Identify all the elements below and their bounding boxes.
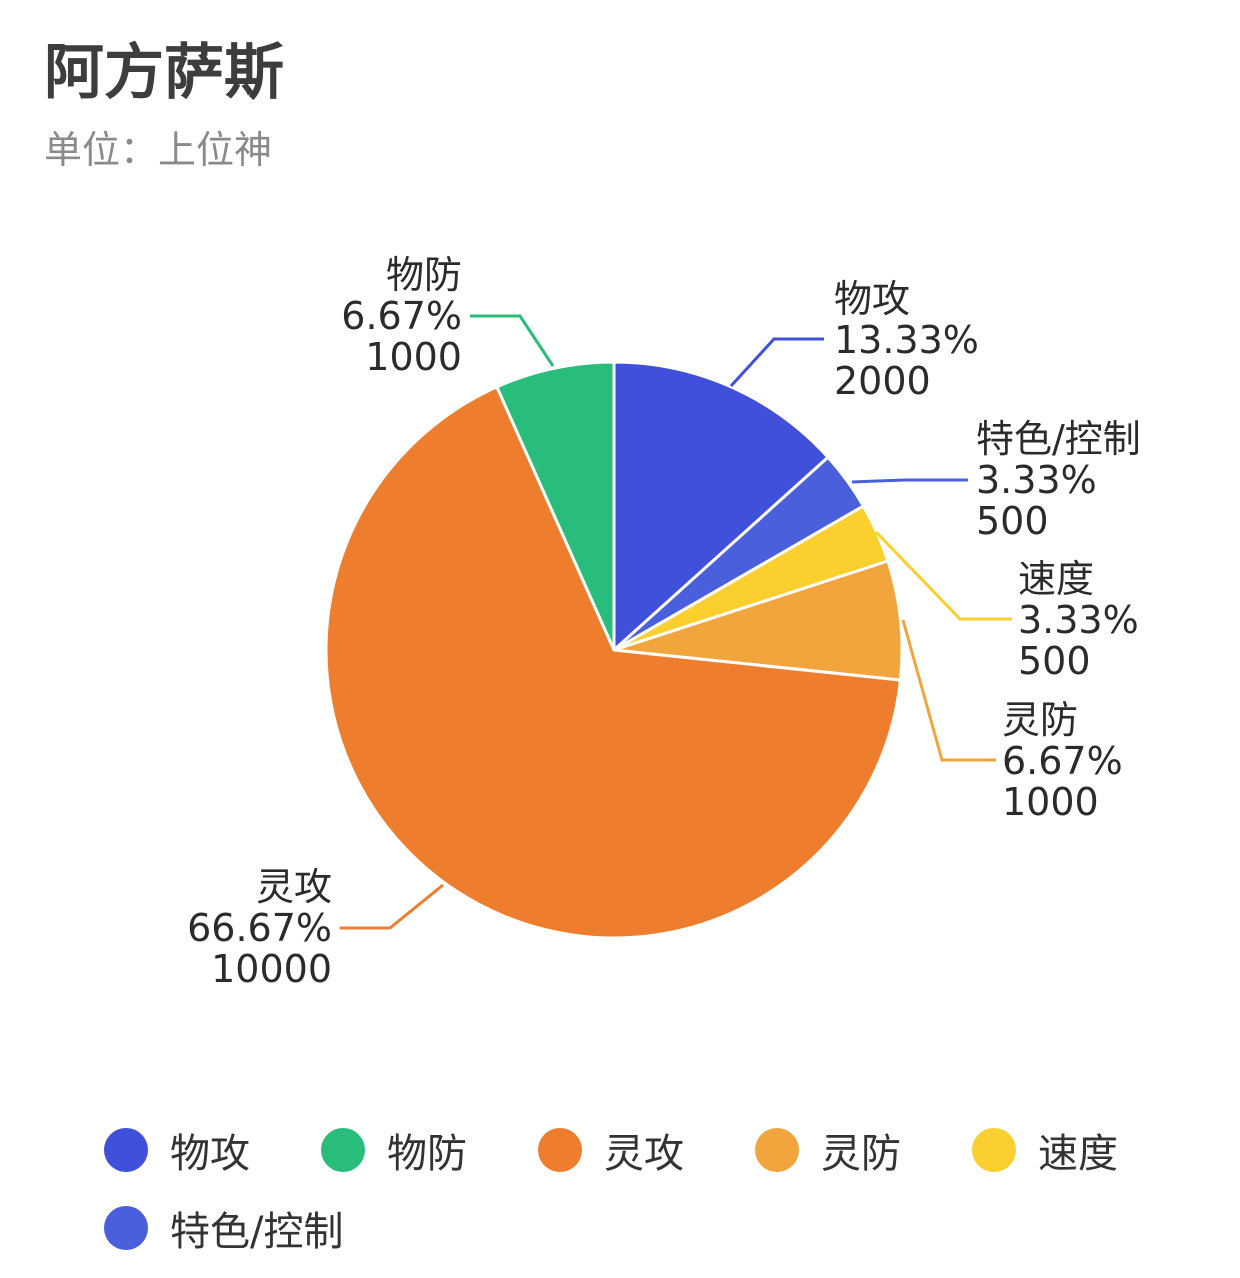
pie-slice[interactable] [495, 360, 616, 652]
leader-line [470, 314, 555, 367]
leader-line [901, 619, 996, 762]
slice-label-percent: 6.67% [341, 294, 462, 338]
leader-line [874, 530, 1012, 621]
pie-slice-labels: 物攻13.33%2000特色/控制3.33%500速度3.33%500灵防6.6… [187, 253, 1141, 991]
legend-item[interactable]: 灵攻 [538, 1122, 755, 1178]
chart-title: 阿方萨斯 [44, 38, 284, 108]
slice-label-percent: 3.33% [976, 458, 1097, 502]
legend-item[interactable]: 特色/控制 [104, 1200, 343, 1256]
legend-item[interactable]: 物攻 [104, 1122, 321, 1178]
slice-label-category: 灵攻 [256, 865, 332, 909]
slice-label-percent: 6.67% [1002, 739, 1123, 783]
slice-label-percent: 66.67% [187, 906, 332, 950]
pie-slice[interactable] [612, 360, 830, 652]
pie-slice[interactable] [324, 385, 902, 940]
slice-label-value: 500 [1018, 639, 1091, 683]
pie-slice[interactable] [612, 559, 904, 682]
leader-line [340, 883, 444, 930]
legend-swatch [755, 1128, 799, 1172]
legend-item[interactable]: 灵防 [755, 1122, 972, 1178]
legend-label: 灵防 [821, 1131, 901, 1177]
legend-item[interactable]: 物防 [321, 1122, 538, 1178]
legend-label: 灵攻 [604, 1131, 684, 1177]
slice-label-category: 速度 [1018, 557, 1094, 601]
slice-label-category: 灵防 [1002, 698, 1078, 742]
legend-label: 物防 [387, 1131, 467, 1177]
leader-line [729, 337, 824, 388]
pie-leader-lines [340, 314, 1012, 930]
slice-label-value: 1000 [1002, 780, 1099, 824]
legend-label: 特色/控制 [170, 1209, 344, 1255]
legend-item[interactable]: 速度 [972, 1122, 1189, 1178]
pie-slices [324, 360, 904, 940]
slice-label-value: 500 [976, 499, 1049, 543]
legend-label: 速度 [1038, 1131, 1118, 1177]
legend-swatch [104, 1128, 148, 1172]
slice-label-percent: 3.33% [1018, 598, 1139, 642]
legend-swatch [972, 1128, 1016, 1172]
legend-swatch [104, 1206, 148, 1250]
slice-label-category: 特色/控制 [976, 417, 1141, 461]
slice-label-category: 物防 [386, 253, 462, 297]
legend-label: 物攻 [170, 1131, 250, 1177]
slice-label-category: 物攻 [834, 277, 910, 321]
slice-label-value: 10000 [211, 947, 332, 991]
legend-swatch [321, 1128, 365, 1172]
slice-label-value: 1000 [365, 335, 462, 379]
slice-label-value: 2000 [834, 359, 931, 403]
chart-legend: 物攻 物防 灵攻 灵防 速度 特色/控制 [104, 1122, 1204, 1256]
pie-chart: 物攻13.33%2000特色/控制3.33%500速度3.33%500灵防6.6… [187, 253, 1141, 991]
slice-label-percent: 13.33% [834, 318, 979, 362]
leader-line [851, 478, 968, 484]
legend-swatch [538, 1128, 582, 1172]
chart-subtitle: 单位：上位神 [44, 128, 273, 172]
